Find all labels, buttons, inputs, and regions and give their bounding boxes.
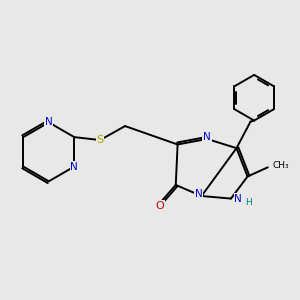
Text: H: H [245,198,252,207]
Text: N: N [195,189,203,199]
Text: N: N [45,117,53,128]
Text: O: O [155,201,164,211]
Text: N: N [70,162,78,172]
Text: CH₃: CH₃ [272,161,289,170]
Text: N: N [235,194,242,204]
Text: N: N [203,132,211,142]
Text: S: S [97,135,104,145]
